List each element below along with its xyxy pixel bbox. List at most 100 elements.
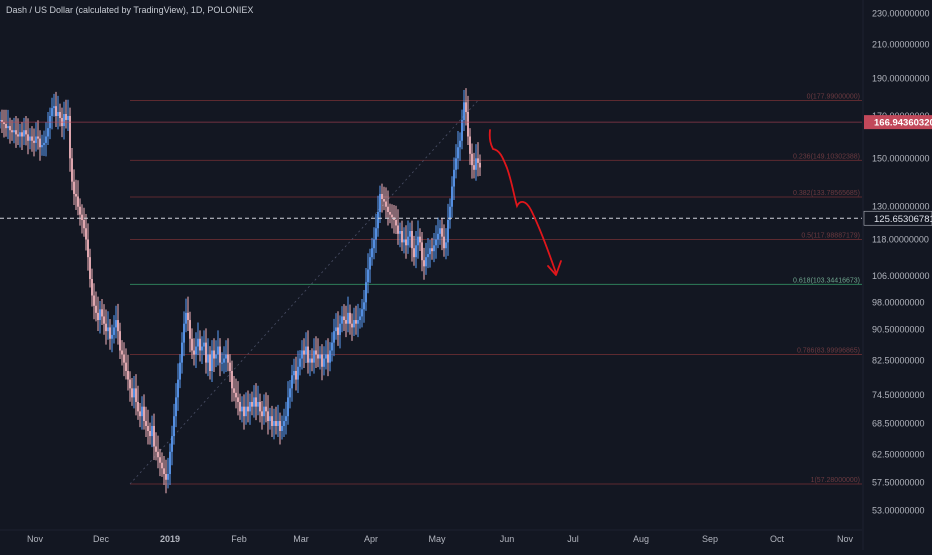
candle-body — [165, 474, 167, 480]
candle-body — [459, 140, 461, 148]
candle-body — [289, 388, 291, 398]
candle-body — [283, 421, 285, 426]
time-tick-label: Mar — [293, 534, 309, 544]
candle-body — [75, 193, 77, 197]
price-axis[interactable]: 230.00000000210.00000000190.00000000170.… — [862, 0, 932, 550]
price-tick-label: 68.50000000 — [872, 418, 925, 428]
candle-body — [125, 362, 127, 371]
candle-body — [0, 119, 1, 121]
candle-body — [219, 346, 221, 363]
candle-body — [253, 397, 255, 407]
fib-level-label: 0.5(117.98887179) — [801, 233, 860, 240]
price-tick-label: 190.00000000 — [872, 73, 930, 83]
candle-body — [319, 354, 321, 359]
candle-body — [69, 115, 71, 159]
current-price-tag — [864, 115, 932, 130]
candle-body — [307, 346, 309, 363]
candle-body — [209, 354, 211, 371]
candle-body — [353, 320, 355, 328]
candle-body — [65, 113, 67, 120]
candle-body — [317, 354, 319, 359]
candle-body — [51, 108, 53, 116]
candle-body — [197, 338, 199, 347]
symbol-title: Dash / US Dollar (calculated by TradingV… — [6, 5, 254, 15]
time-tick-label: Aug — [633, 534, 649, 544]
candle-body — [347, 312, 349, 324]
candle-body — [187, 312, 189, 321]
arrow-head — [547, 260, 562, 276]
candle-body — [113, 327, 115, 335]
candle-body — [145, 421, 147, 426]
candle-body — [195, 346, 197, 355]
candle-body — [457, 147, 459, 159]
candle-body — [365, 282, 367, 303]
candle-body — [345, 320, 347, 324]
candle-body — [377, 211, 379, 229]
candle-body — [53, 106, 55, 109]
candle-body — [271, 416, 273, 426]
candle-body — [407, 236, 409, 246]
candle-body — [167, 474, 169, 480]
candle-body — [191, 338, 193, 351]
candle-body — [183, 323, 185, 343]
time-tick-label: Sep — [702, 534, 718, 544]
candle-body — [463, 102, 465, 120]
candle-body — [189, 320, 191, 339]
price-tick-label: 62.50000000 — [872, 450, 925, 460]
candle-body — [245, 406, 247, 417]
candle-body — [279, 421, 281, 431]
candle-body — [403, 239, 405, 243]
price-tick-label: 210.00000000 — [872, 39, 930, 49]
candle-body — [359, 316, 361, 321]
candle-body — [379, 193, 381, 212]
candle-body — [439, 228, 441, 234]
candle-body — [83, 220, 85, 229]
candle-body — [135, 388, 137, 402]
candle-body — [357, 320, 359, 324]
candle-body — [415, 245, 417, 258]
candle-body — [129, 379, 131, 389]
candle-body — [299, 358, 301, 367]
candle-body — [323, 358, 325, 367]
candle-body — [15, 130, 17, 135]
current-price-label: 166.94360320 — [874, 118, 932, 129]
candle-body — [355, 320, 357, 324]
candle-body — [465, 102, 467, 113]
candle-body — [41, 145, 43, 148]
candle-body — [11, 130, 13, 133]
candle-body — [427, 254, 429, 258]
candle-body — [285, 416, 287, 422]
price-tick-label: 57.50000000 — [872, 478, 925, 488]
candle-body — [329, 350, 331, 363]
candle-body — [91, 278, 93, 296]
candle-body — [263, 406, 265, 417]
candle-body — [139, 411, 141, 417]
candle-body — [103, 316, 105, 324]
time-axis[interactable]: Nov Dec 2019 Feb Mar Apr May Jun Jul Aug Sep Oct Nov — [0, 529, 862, 544]
red-trend-arrow[interactable] — [488, 129, 557, 274]
candle-body — [97, 312, 99, 321]
price-levels — [0, 121, 862, 219]
fibonacci-retracement[interactable]: 0(177.99000000) 0.236(149.10302388) 0.382(… — [129, 93, 862, 485]
candle-body — [111, 334, 113, 339]
candle-body — [231, 370, 233, 389]
candle-body — [107, 327, 109, 332]
candle-body — [313, 350, 315, 363]
candle-body — [215, 354, 217, 359]
candle-body — [181, 342, 183, 363]
candle-body — [437, 233, 439, 240]
candle-body — [411, 231, 413, 249]
drawing-annotations[interactable] — [488, 129, 562, 276]
candle-body — [93, 295, 95, 306]
candle-body — [63, 113, 65, 127]
candle-body — [177, 379, 179, 398]
candle-body — [293, 370, 295, 376]
candle-body — [399, 231, 401, 234]
candle-body — [331, 342, 333, 351]
candle-body — [309, 358, 311, 363]
candle-body — [381, 193, 383, 200]
candle-body — [479, 162, 481, 168]
candle-body — [257, 401, 259, 407]
